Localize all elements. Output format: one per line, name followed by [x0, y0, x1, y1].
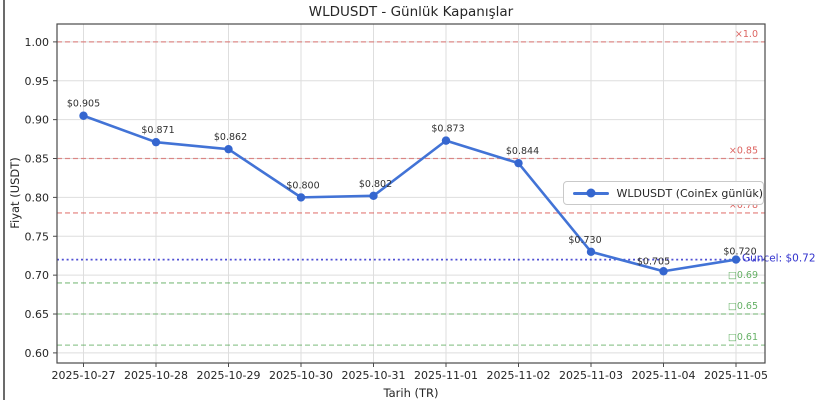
point-value-label: $0.705 — [637, 256, 670, 267]
data-point — [659, 267, 668, 276]
data-point — [369, 191, 378, 201]
data-point — [514, 158, 523, 168]
page-left-border — [3, 0, 5, 400]
legend-label: WLDUSDT (CoinEx günlük) — [616, 186, 764, 200]
x-tick-label: 2025-10-27 — [52, 369, 116, 382]
reference-line-label: ×1.0 — [735, 29, 758, 40]
legend-line-marker-icon — [573, 188, 609, 198]
data-point — [151, 137, 161, 147]
point-value-label: $0.720 — [723, 247, 756, 258]
point-value-label: $0.873 — [431, 124, 464, 135]
x-tick-label: 2025-10-29 — [197, 369, 261, 382]
y-tick-label: 0.95 — [25, 75, 50, 88]
point-value-label: $0.802 — [359, 179, 392, 190]
point-value-label: $0.844 — [506, 146, 539, 157]
current-price-label: Güncel: $0.72 — [742, 253, 816, 265]
point-value-label: $0.800 — [286, 180, 319, 191]
y-tick-label: 0.85 — [25, 153, 50, 166]
x-tick-label: 2025-10-31 — [342, 369, 406, 382]
data-point — [79, 111, 88, 120]
reference-line-label: □0.69 — [728, 270, 758, 281]
y-tick-label: 0.80 — [25, 191, 50, 204]
data-point — [296, 193, 306, 202]
x-tick-label: 2025-10-30 — [269, 369, 333, 382]
legend: WLDUSDT (CoinEx günlük) — [563, 181, 764, 205]
x-tick-label: 2025-11-04 — [632, 369, 696, 382]
legend-dot-icon — [586, 188, 596, 198]
x-tick-label: 2025-11-05 — [704, 369, 768, 382]
y-tick-label: 1.00 — [25, 36, 50, 49]
x-axis-title: Tarih (TR) — [383, 386, 439, 400]
x-tick-label: 2025-11-02 — [487, 369, 551, 382]
data-point — [731, 255, 741, 264]
reference-line-label: ×0.78 — [729, 200, 758, 211]
data-point — [441, 136, 451, 145]
point-value-label: $0.905 — [67, 99, 100, 110]
x-tick-label: 2025-11-03 — [559, 369, 623, 382]
x-tick-label: 2025-10-28 — [124, 369, 188, 382]
reference-line-label: □0.61 — [728, 332, 758, 343]
x-tick-label: 2025-11-01 — [414, 369, 478, 382]
y-tick-label: 0.65 — [25, 308, 50, 321]
reference-line-label: □0.65 — [728, 301, 758, 312]
y-tick-label: 0.90 — [25, 114, 50, 127]
y-tick-label: 0.75 — [25, 230, 50, 243]
y-axis-title: Fiyat (USDT) — [8, 157, 22, 229]
y-tick-label: 0.70 — [25, 269, 50, 282]
point-value-label: $0.862 — [214, 132, 247, 143]
data-point — [586, 247, 596, 257]
chart-title: WLDUSDT - Günlük Kapanışlar — [308, 4, 514, 20]
data-point — [224, 144, 233, 154]
y-tick-label: 0.60 — [25, 347, 50, 360]
reference-line-label: ×0.85 — [729, 146, 758, 157]
price-line — [82, 114, 738, 273]
point-value-label: $0.871 — [141, 125, 174, 136]
point-value-label: $0.730 — [568, 235, 601, 246]
axes-frame — [56, 23, 766, 364]
